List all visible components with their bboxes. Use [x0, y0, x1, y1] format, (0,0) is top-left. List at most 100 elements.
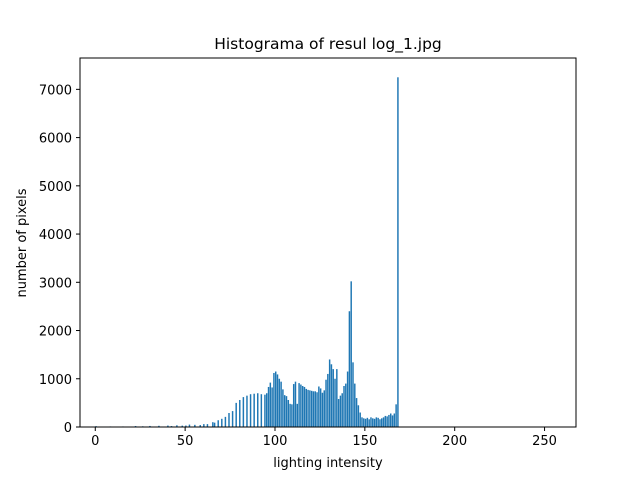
y-tick-label: 5000 — [39, 180, 72, 195]
histogram-bar — [253, 393, 255, 427]
histogram-bar — [235, 402, 237, 427]
histogram-bar — [181, 425, 184, 427]
x-tick-label: 150 — [352, 434, 377, 449]
histogram-bar — [328, 359, 331, 427]
histogram-bar — [318, 386, 320, 427]
histogram-bar — [388, 414, 390, 427]
histogram-bar — [381, 418, 383, 427]
histogram-bar — [379, 419, 381, 427]
histogram-bar — [274, 371, 277, 427]
histogram-bar — [330, 364, 333, 427]
histogram-bar — [271, 387, 273, 427]
histogram-bar — [289, 403, 291, 427]
histogram-bar — [323, 390, 325, 427]
x-tick-label: 200 — [442, 434, 467, 449]
histogram-bar — [384, 415, 387, 427]
histogram-bar — [327, 373, 329, 427]
histogram-bar — [397, 77, 399, 427]
histogram-bar — [167, 425, 169, 427]
histogram-bar — [285, 396, 288, 427]
histogram-bar — [203, 424, 205, 427]
histogram-bar — [372, 418, 374, 427]
histogram-bar — [194, 424, 196, 427]
histogram-bar — [246, 395, 248, 427]
histogram-bar — [363, 418, 365, 427]
histogram-bar — [359, 412, 361, 427]
histogram-bar — [336, 369, 338, 427]
histogram-bar — [382, 417, 385, 427]
histogram-bar — [269, 382, 272, 427]
histogram-bar — [355, 398, 358, 427]
y-axis: 0 1000 2000 3000 4000 5000 6000 7000 — [39, 83, 80, 436]
histogram-bar — [282, 389, 284, 427]
y-tick-label: 6000 — [39, 132, 72, 147]
histogram-bar — [206, 424, 209, 427]
histogram-bar — [312, 391, 315, 427]
histogram-bar — [393, 413, 396, 427]
histogram-bar — [368, 419, 370, 427]
histogram-bar — [266, 393, 268, 427]
x-tick-label: 100 — [263, 434, 288, 449]
histogram-bar — [291, 404, 293, 427]
histogram-bar — [345, 383, 347, 427]
histogram-bar — [354, 383, 356, 427]
y-tick-label: 1000 — [39, 373, 72, 388]
histogram-bar — [257, 393, 259, 427]
histogram-bar — [176, 425, 178, 427]
histogram-bar — [377, 417, 379, 427]
x-axis: 0 50 100 150 200 250 — [91, 427, 557, 449]
histogram-bar — [339, 395, 342, 427]
y-tick-label: 7000 — [39, 83, 72, 98]
x-tick-label: 0 — [91, 434, 99, 449]
histogram-bar — [283, 395, 286, 427]
histogram-bar — [287, 399, 290, 427]
histogram-bar — [350, 281, 352, 427]
histogram-bar — [212, 422, 214, 427]
histogram-bar — [158, 425, 160, 427]
histogram-bar — [185, 425, 187, 427]
histogram-bar — [319, 388, 322, 427]
histogram-bar — [348, 311, 351, 427]
histogram-bar — [364, 418, 367, 427]
histogram-bar — [352, 362, 354, 427]
histogram-bar — [366, 417, 369, 427]
x-axis-label: lighting intensity — [273, 456, 383, 471]
histogram-bar — [310, 390, 313, 427]
histogram-bar — [343, 386, 345, 427]
histogram-bar — [199, 425, 201, 427]
histogram-bar — [386, 416, 388, 427]
histogram-bar — [361, 417, 363, 427]
histogram-bar — [395, 404, 397, 427]
histogram-bar — [390, 413, 392, 427]
histogram-bar — [391, 415, 394, 427]
histogram-bar — [273, 372, 275, 427]
histogram-bar — [276, 374, 279, 427]
histogram-bar — [294, 381, 297, 427]
y-tick-label: 3000 — [39, 276, 72, 291]
histogram-bar — [314, 391, 316, 427]
histogram-bar — [228, 413, 230, 427]
y-tick-label: 0 — [64, 421, 72, 436]
x-tick-label: 250 — [532, 434, 557, 449]
histogram-bar — [280, 381, 282, 427]
histogram-bar — [292, 384, 295, 427]
histogram-bar — [337, 399, 340, 427]
histogram-bar — [375, 417, 378, 427]
histogram-bar — [213, 422, 216, 427]
chart-title: Histograma of resul log_1.jpg — [214, 35, 442, 54]
histogram-bar — [267, 386, 270, 427]
histogram-bar — [249, 394, 252, 427]
histogram-bar — [316, 392, 318, 427]
x-tick-label: 50 — [177, 434, 194, 449]
histogram-bar — [298, 383, 300, 427]
histogram-bar — [357, 405, 360, 427]
histogram-bar — [301, 386, 304, 427]
y-tick-label: 2000 — [39, 325, 72, 340]
histogram-bar — [296, 403, 299, 427]
histogram-bar — [321, 392, 324, 427]
histogram-bar — [239, 399, 241, 427]
histogram-bar — [303, 386, 306, 427]
histogram-bar — [231, 411, 234, 427]
histogram-bar — [221, 418, 223, 427]
